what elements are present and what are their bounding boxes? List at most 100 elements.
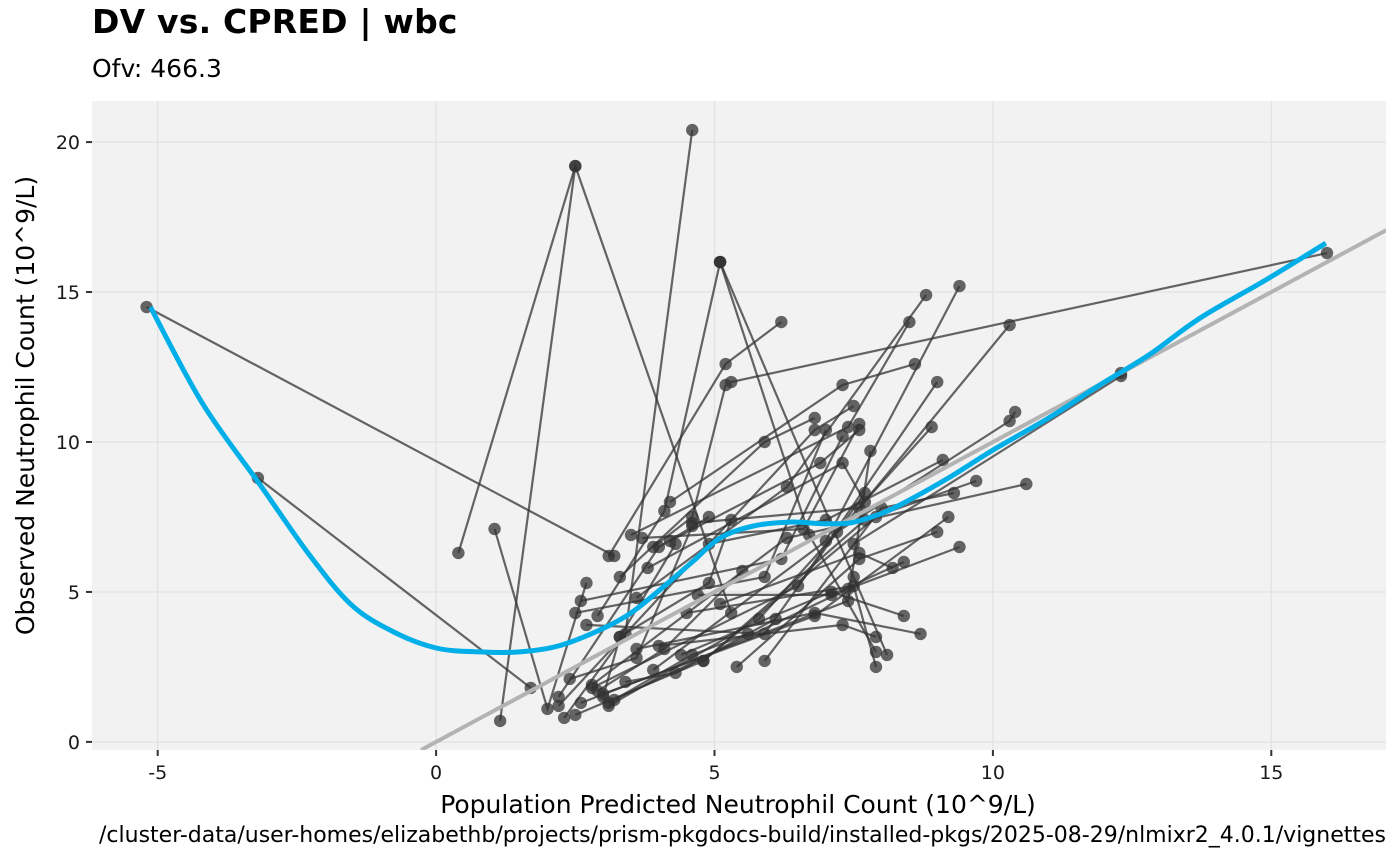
subject-line [730, 252, 1328, 384]
data-point [569, 606, 582, 620]
data-point [602, 549, 615, 563]
data-point [552, 690, 565, 704]
data-point [725, 513, 738, 527]
data-point [969, 474, 983, 488]
data-point [836, 618, 849, 632]
data-point [541, 702, 554, 716]
data-point [619, 675, 632, 689]
data-point [869, 645, 883, 659]
data-point [858, 495, 872, 509]
x-tick-label: 10 [981, 762, 1005, 784]
data-point [886, 561, 899, 575]
data-point [758, 654, 771, 668]
data-point [574, 594, 588, 608]
data-point [819, 534, 833, 548]
data-point [942, 510, 955, 524]
chart-title: DV vs. CPRED | wbc [92, 2, 458, 41]
y-tick-label: 20 [56, 132, 80, 154]
data-point [780, 480, 794, 494]
grid-lines [92, 101, 1386, 750]
data-point [686, 123, 699, 137]
data-point [931, 375, 944, 389]
data-point [663, 495, 677, 509]
data-point [635, 531, 649, 545]
chart-subtitle: Ofv: 466.3 [92, 54, 222, 83]
data-point [574, 696, 588, 710]
subject-line [146, 306, 615, 557]
data-point [630, 591, 643, 605]
data-point [702, 510, 716, 524]
data-point [880, 648, 894, 662]
data-point [713, 597, 727, 611]
y-tick-label: 10 [56, 432, 80, 454]
data-point [953, 540, 966, 554]
file-path-caption: /cluster-data/user-homes/elizabethb/proj… [99, 823, 1386, 848]
data-point [869, 660, 883, 674]
x-tick-label: -5 [148, 762, 167, 784]
data-point [836, 378, 849, 392]
data-point [791, 579, 805, 593]
data-point [836, 456, 849, 470]
data-point [914, 627, 927, 641]
data-point [752, 612, 766, 626]
x-tick-label: 0 [430, 762, 442, 784]
data-point [697, 654, 710, 668]
data-point [847, 570, 860, 584]
data-point [713, 255, 727, 269]
plot-panel [92, 101, 1386, 750]
data-point [1020, 477, 1033, 491]
data-point [853, 417, 866, 431]
x-axis: -5 0 5 10 15 [148, 750, 1283, 784]
data-point [869, 630, 883, 644]
data-point [730, 660, 743, 674]
data-point [569, 159, 582, 173]
data-point [931, 525, 944, 539]
data-point [1008, 405, 1022, 419]
data-point [658, 504, 671, 518]
data-point [719, 378, 732, 392]
data-point [652, 540, 666, 554]
data-point [897, 609, 911, 623]
data-point [563, 672, 576, 686]
data-point [847, 537, 860, 551]
data-point [897, 555, 911, 569]
y-tick-label: 0 [68, 732, 80, 754]
data-point [686, 519, 699, 533]
data-point [953, 279, 966, 293]
data-point [658, 642, 671, 656]
data-point [758, 627, 771, 641]
x-tick-label: 5 [708, 762, 720, 784]
data-point [686, 510, 699, 524]
data-point [841, 420, 855, 434]
subject-line [499, 165, 577, 722]
data-point [624, 528, 638, 542]
data-point [452, 546, 465, 560]
identity-line [420, 228, 1386, 750]
data-point [591, 609, 604, 623]
data-point [819, 423, 833, 437]
data-point [847, 579, 860, 593]
x-axis-title: Population Predicted Neutrophil Count (1… [440, 790, 1036, 819]
data-point [908, 357, 922, 371]
y-tick-label: 5 [68, 582, 80, 604]
data-point [769, 612, 782, 626]
data-point [630, 651, 643, 665]
y-tick-label: 15 [56, 282, 80, 304]
data-point [674, 648, 688, 662]
data-point [669, 666, 682, 680]
data-point [669, 537, 682, 551]
plot-content [140, 123, 1386, 750]
data-point [602, 696, 615, 710]
data-point [758, 570, 771, 584]
data-point [1320, 246, 1334, 260]
data-point [780, 531, 794, 545]
data-point [580, 618, 593, 632]
data-point [641, 561, 654, 575]
data-point [841, 594, 855, 608]
data-point [488, 522, 501, 536]
data-point [725, 606, 738, 620]
smoother-curve [148, 241, 1328, 656]
data-point [557, 711, 571, 725]
data-point [580, 576, 593, 590]
